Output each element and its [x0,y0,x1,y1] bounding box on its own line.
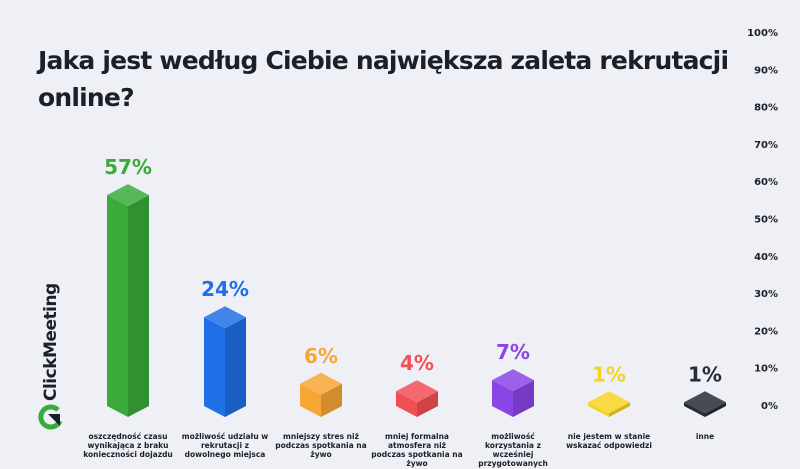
bar-front-left-face [684,402,705,417]
bar-top-face [588,391,630,414]
data-label: 6% [304,344,338,368]
bar-front-right-face [513,380,534,417]
y-tick-label: 40% [754,252,778,263]
chart-title: Jaka jest według Ciebie największa zalet… [38,46,729,112]
bar [492,369,534,417]
category-label: nie jestem w stanie wskazać odpowiedzi [566,432,652,450]
y-tick-label: 30% [754,289,778,300]
category-label: możliwość udziału w rekrutacji z dowolnego… [182,432,269,459]
category-label: mniej formalna atmosfera niż podczas spotk… [371,432,462,468]
category-label: inne [696,432,714,441]
bar-top-face [107,184,149,207]
bar-front-left-face [396,391,417,417]
y-tick-label: 50% [754,215,778,226]
bar-front-left-face [204,317,225,417]
bar-top-face [396,380,438,403]
bar-top-face [204,306,246,329]
y-tick-label: 60% [754,177,778,188]
bar-front-left-face [588,402,609,417]
category-label: oszczędność czasu wynikająca z braku konie… [83,432,173,459]
bar-front-right-face [321,383,342,417]
bar [588,391,630,417]
bar-top-face [300,372,342,395]
bar-front-right-face [128,195,149,417]
bar-front-left-face [492,380,513,417]
bar [107,184,149,417]
data-label: 1% [688,362,722,386]
y-tick-label: 80% [754,103,778,114]
data-label: 24% [201,277,249,301]
bar-top-face [492,369,534,392]
bar-front-right-face [225,317,246,417]
y-tick-label: 0% [761,401,778,412]
bar [396,380,438,417]
data-label: 7% [496,340,530,364]
y-tick-label: 70% [754,140,778,151]
y-tick-label: 10% [754,364,778,375]
bar-top-face [684,391,726,414]
bar [204,306,246,417]
category-label: możliwość korzystania z wcześniej przygotow… [478,432,548,469]
bar-front-left-face [300,383,321,417]
clickmeeting-logo: ClickMeeting [36,282,66,432]
bar [684,391,726,417]
bar-front-right-face [705,402,726,417]
data-label: 4% [400,351,434,375]
category-label: mniejszy stres niż podczas spotkania na ży… [275,432,366,459]
data-label: 57% [104,155,152,179]
bar [300,372,342,417]
y-tick-label: 100% [747,28,778,39]
data-label: 1% [592,362,626,386]
bar-front-right-face [417,391,438,417]
y-tick-label: 20% [754,326,778,337]
bar-front-right-face [609,402,630,417]
bar-front-left-face [107,195,128,417]
y-tick-label: 90% [754,65,778,76]
clickmeeting-logo-icon [38,404,63,430]
